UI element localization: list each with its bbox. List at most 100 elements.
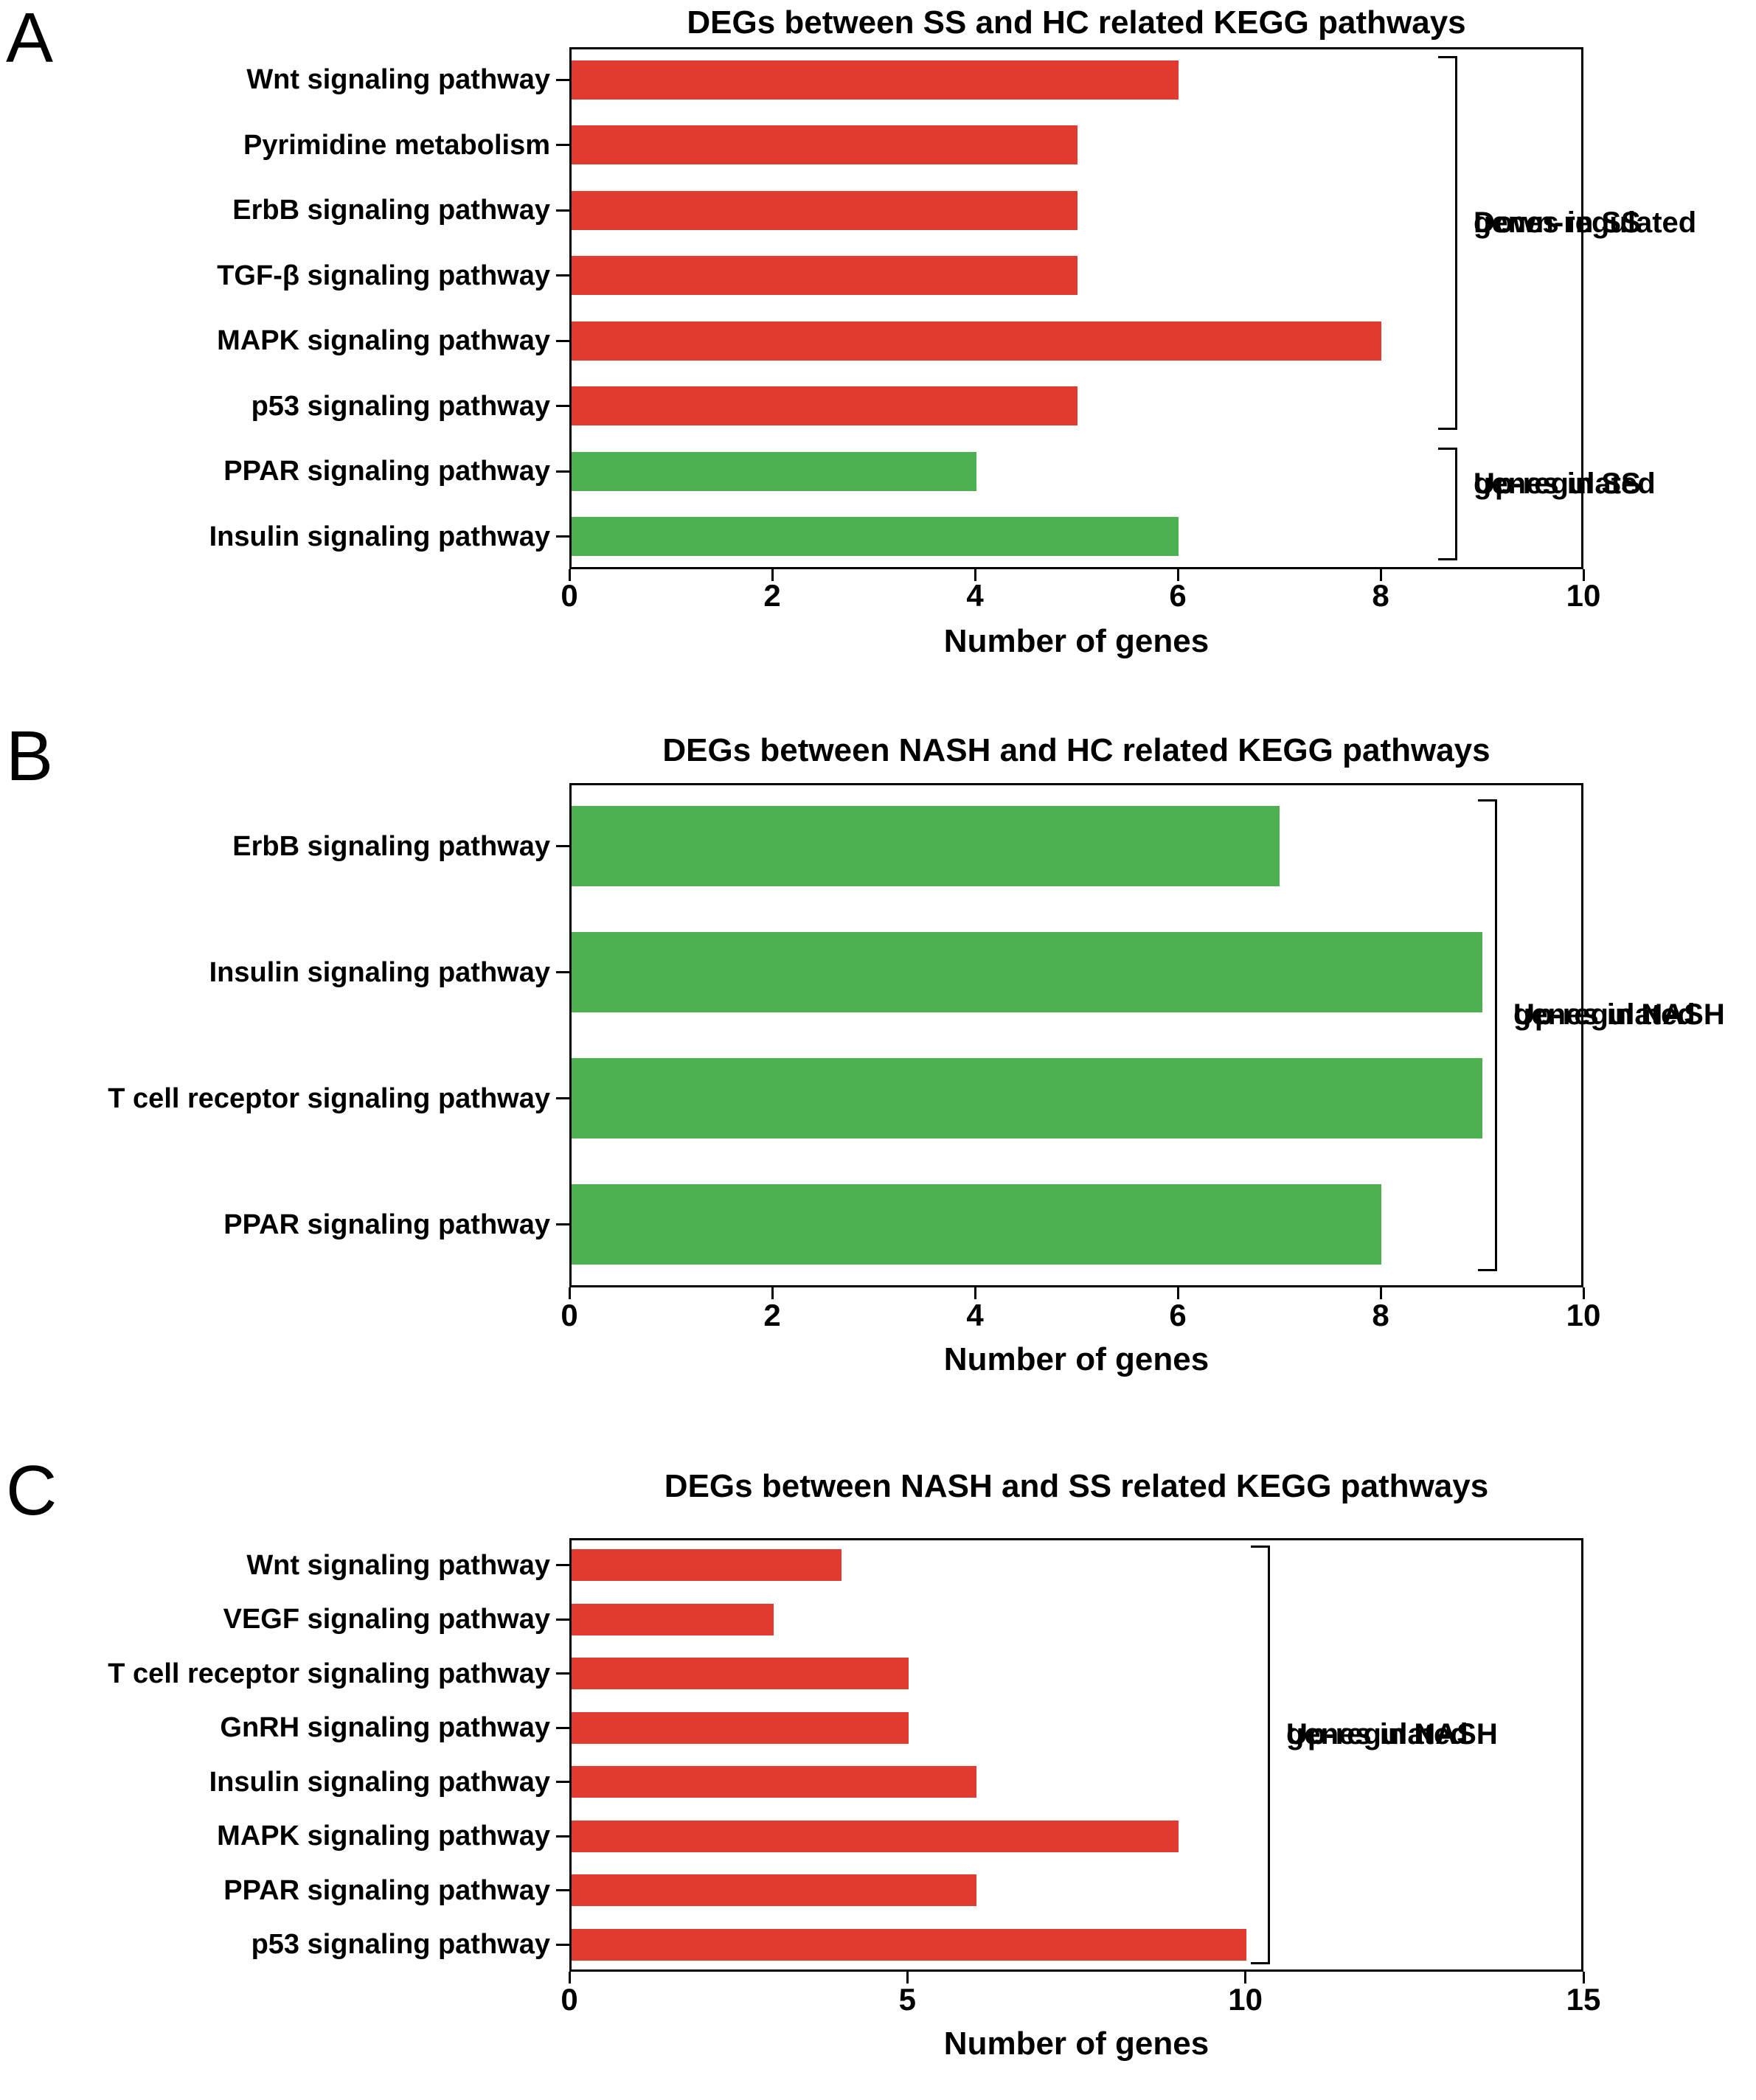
category-label: T cell receptor signaling pathway (108, 1658, 550, 1689)
x-tick-label: 2 (763, 1298, 781, 1332)
y-tick-mark (556, 470, 569, 473)
y-tick-mark (556, 274, 569, 277)
category-label: Pyrimidine metabolism (243, 129, 550, 161)
bar (572, 125, 1077, 165)
y-tick-mark (556, 1672, 569, 1675)
group-bracket (1251, 1545, 1270, 1965)
x-tick-mark (1244, 1972, 1247, 1983)
y-tick-mark (556, 405, 569, 408)
bar (572, 1658, 909, 1690)
x-tick-label: 4 (966, 578, 984, 613)
category-label: PPAR signaling pathway (223, 1209, 550, 1240)
x-tick-label: 8 (1372, 578, 1389, 613)
x-tick-label: 0 (561, 1982, 578, 2017)
group-annotation-line: genes in SS (1474, 206, 1641, 239)
y-tick-mark (556, 1618, 569, 1621)
y-tick-mark (556, 971, 569, 973)
x-tick-label: 8 (1372, 1298, 1389, 1332)
bar (572, 1874, 976, 1907)
x-tick-mark (974, 1287, 976, 1299)
x-tick-label: 10 (1566, 1298, 1601, 1332)
group-bracket (1478, 799, 1497, 1271)
x-axis-label: Number of genes (943, 2026, 1210, 2062)
category-label: Insulin signaling pathway (209, 1766, 550, 1798)
chart-title: DEGs between SS and HC related KEGG path… (687, 4, 1466, 41)
x-tick-mark (974, 569, 976, 581)
x-tick-label: 5 (898, 1982, 916, 2017)
y-tick-mark (556, 1835, 569, 1838)
category-label: ErbB signaling pathway (232, 830, 550, 862)
x-tick-label: 0 (561, 578, 578, 613)
group-annotation-line: Up-regulated (1474, 467, 1656, 500)
panel-letter: B (6, 717, 54, 796)
y-tick-mark (556, 1223, 569, 1225)
x-tick-mark (1176, 1287, 1179, 1299)
y-tick-mark (556, 1726, 569, 1729)
panel-letter: A (6, 0, 54, 77)
group-annotation-line: genes in NASH (1286, 1718, 1498, 1750)
x-tick-mark (568, 1287, 571, 1299)
group-annotation-line: genes in SS (1474, 467, 1641, 500)
x-tick-mark (1379, 569, 1382, 581)
category-label: p53 signaling pathway (251, 390, 550, 422)
x-axis-label: Number of genes (943, 623, 1210, 659)
category-label: GnRH signaling pathway (220, 1712, 550, 1744)
x-tick-mark (568, 1972, 571, 1983)
x-tick-mark (1379, 1287, 1382, 1299)
category-label: p53 signaling pathway (251, 1929, 550, 1961)
bar (572, 451, 976, 491)
category-label: MAPK signaling pathway (217, 325, 550, 357)
y-tick-mark (556, 1781, 569, 1784)
x-tick-mark (1582, 569, 1585, 581)
y-tick-mark (556, 144, 569, 147)
bar (572, 1183, 1381, 1265)
bar (572, 1711, 909, 1744)
x-tick-label: 6 (1169, 578, 1187, 613)
x-tick-mark (771, 569, 774, 581)
x-axis-label: Number of genes (943, 1341, 1210, 1377)
bar (572, 1603, 774, 1635)
y-tick-mark (556, 78, 569, 81)
x-tick-mark (1582, 1287, 1585, 1299)
category-label: T cell receptor signaling pathway (108, 1082, 550, 1114)
group-annotation-line: genes in NASH (1513, 998, 1725, 1031)
y-tick-mark (556, 845, 569, 847)
bar (572, 321, 1381, 361)
bar (572, 256, 1077, 296)
category-label: PPAR signaling pathway (223, 456, 550, 487)
bar (572, 386, 1077, 426)
chart-title: DEGs between NASH and SS related KEGG pa… (664, 1468, 1489, 1504)
x-tick-label: 2 (763, 578, 781, 613)
bar (572, 805, 1280, 887)
x-tick-mark (771, 1287, 774, 1299)
group-annotation-line: Up-regulated (1286, 1718, 1468, 1750)
x-tick-label: 4 (966, 1298, 984, 1332)
x-tick-label: 0 (561, 1298, 578, 1332)
group-annotation-line: Down-regulated (1474, 206, 1697, 239)
x-tick-label: 10 (1566, 578, 1601, 613)
chart-title: DEGs between NASH and HC related KEGG pa… (662, 732, 1490, 768)
y-tick-mark (556, 1943, 569, 1946)
x-tick-label: 10 (1228, 1982, 1263, 2017)
category-label: PPAR signaling pathway (223, 1874, 550, 1906)
category-label: Insulin signaling pathway (209, 956, 550, 988)
group-annotation-line: Up-regulated (1513, 998, 1696, 1031)
y-tick-mark (556, 209, 569, 212)
bar (572, 1928, 1246, 1961)
x-tick-mark (1582, 1972, 1585, 1983)
x-tick-label: 6 (1169, 1298, 1187, 1332)
category-label: MAPK signaling pathway (217, 1821, 550, 1852)
bar (572, 190, 1077, 230)
bar (572, 1549, 841, 1582)
x-tick-mark (568, 569, 571, 581)
x-tick-mark (1176, 569, 1179, 581)
bar (572, 60, 1179, 100)
category-label: TGF-β signaling pathway (217, 260, 550, 291)
panel-letter: C (6, 1451, 58, 1530)
y-tick-mark (556, 1097, 569, 1099)
group-bracket (1438, 55, 1457, 431)
y-tick-mark (556, 339, 569, 342)
x-tick-label: 15 (1566, 1982, 1601, 2017)
y-tick-mark (556, 535, 569, 538)
